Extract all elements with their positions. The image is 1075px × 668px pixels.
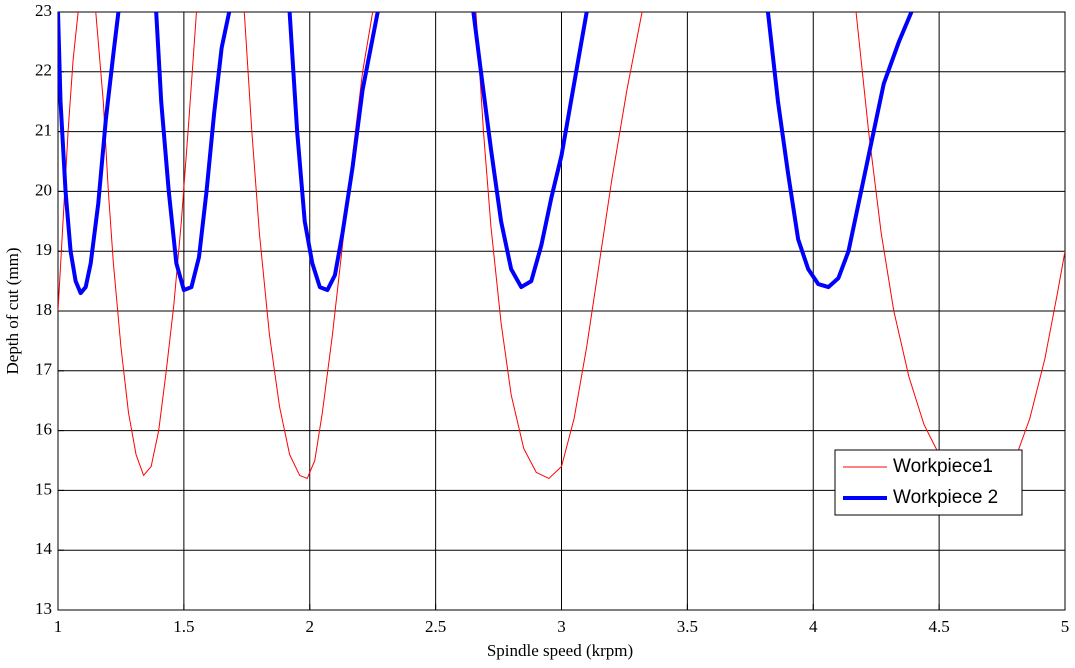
data-line bbox=[58, 12, 1065, 485]
x-axis-label: Spindle speed (krpm) bbox=[487, 641, 633, 660]
y-tick-label: 20 bbox=[35, 180, 52, 199]
legend-label: Workpiece 2 bbox=[893, 487, 998, 508]
y-tick-label: 16 bbox=[35, 420, 52, 439]
y-tick-label: 17 bbox=[35, 360, 53, 379]
x-tick-label: 4 bbox=[809, 617, 818, 636]
y-tick-label: 15 bbox=[35, 479, 52, 498]
x-tick-label: 2 bbox=[306, 617, 315, 636]
x-tick-label: 2.5 bbox=[425, 617, 446, 636]
y-tick-label: 22 bbox=[35, 61, 52, 80]
x-tick-label: 4.5 bbox=[929, 617, 950, 636]
legend-box bbox=[834, 449, 1023, 516]
y-axis-label: Depth of cut (mm) bbox=[3, 248, 22, 375]
legend: Workpiece1 Workpiece 2 bbox=[834, 449, 1023, 516]
data-line bbox=[58, 12, 914, 296]
x-tick-label: 1.5 bbox=[173, 617, 194, 636]
y-tick-label: 18 bbox=[35, 300, 52, 319]
x-tick-label: 3.5 bbox=[677, 617, 698, 636]
y-tick-label: 19 bbox=[35, 240, 52, 259]
plot-area bbox=[58, 12, 1065, 485]
y-tick-label: 14 bbox=[35, 539, 53, 558]
y-tick-label: 23 bbox=[35, 1, 52, 20]
legend-label: Workpiece1 bbox=[893, 456, 993, 477]
x-tick-label: 1 bbox=[54, 617, 63, 636]
x-tick-label: 5 bbox=[1061, 617, 1070, 636]
x-tick-label: 3 bbox=[557, 617, 566, 636]
y-tick-label: 21 bbox=[35, 121, 52, 140]
y-tick-label: 13 bbox=[35, 599, 52, 618]
